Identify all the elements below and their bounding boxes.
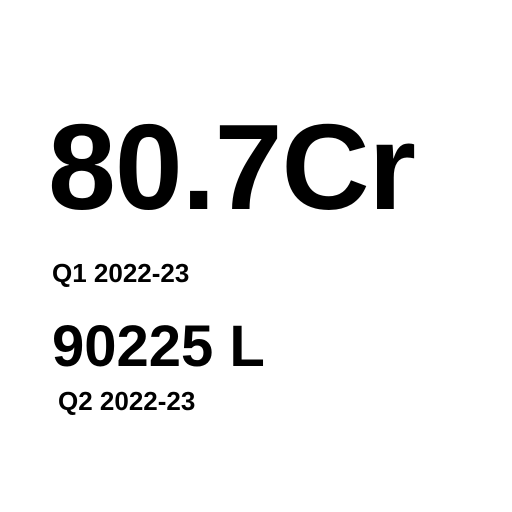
q2-value: 90225 L [52, 314, 265, 379]
q1-period-label: Q1 2022-23 [52, 258, 190, 288]
q2-period-label: Q2 2022-23 [58, 386, 196, 416]
q1-value: 80.7Cr [48, 99, 416, 235]
